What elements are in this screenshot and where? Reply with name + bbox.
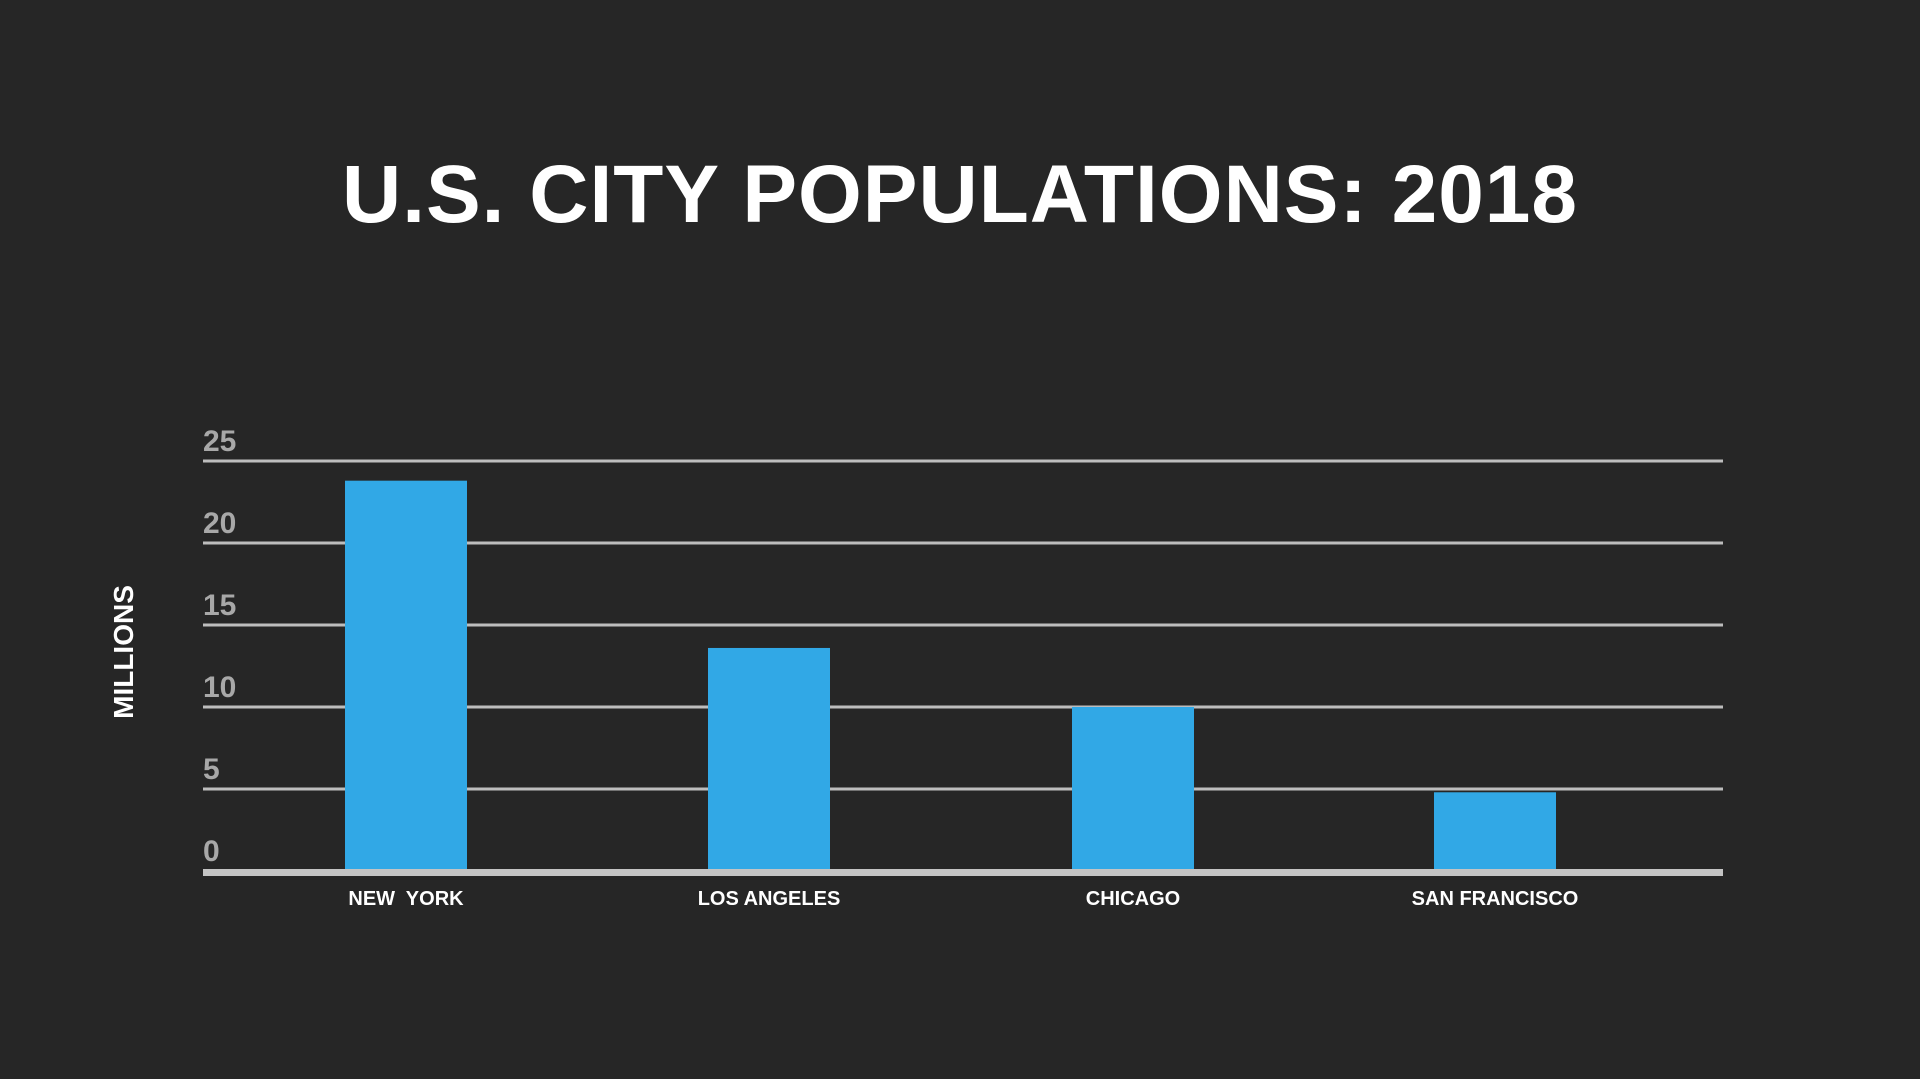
x-category-label: NEW YORK	[348, 888, 464, 910]
y-tick-label: 15	[203, 589, 236, 622]
y-tick-labels: 0 5 10 15 20 25	[203, 425, 236, 868]
x-category-label: LOS ANGELES	[698, 888, 841, 910]
bar	[708, 647, 830, 871]
x-category-label: CHICAGO	[1086, 888, 1180, 910]
bar	[1434, 792, 1556, 871]
y-tick-label: 25	[203, 425, 236, 458]
y-tick-label: 5	[203, 753, 220, 786]
y-tick-label: 0	[203, 835, 220, 868]
chart-title: U.S. CITY POPULATIONS: 2018	[341, 149, 1579, 240]
x-category-labels: NEW YORK LOS ANGELES CHICAGO SAN FRANCISCO	[348, 888, 1578, 910]
x-category-label: SAN FRANCISCO	[1412, 888, 1579, 910]
y-tick-label: 10	[203, 671, 236, 704]
bar	[1072, 707, 1194, 871]
bars	[345, 480, 1556, 871]
x-axis-line	[203, 869, 1723, 876]
y-tick-label: 20	[203, 507, 236, 540]
x-axis-baseline	[203, 869, 1723, 876]
bar	[345, 480, 467, 871]
y-axis-title: MILLIONS	[108, 585, 139, 719]
